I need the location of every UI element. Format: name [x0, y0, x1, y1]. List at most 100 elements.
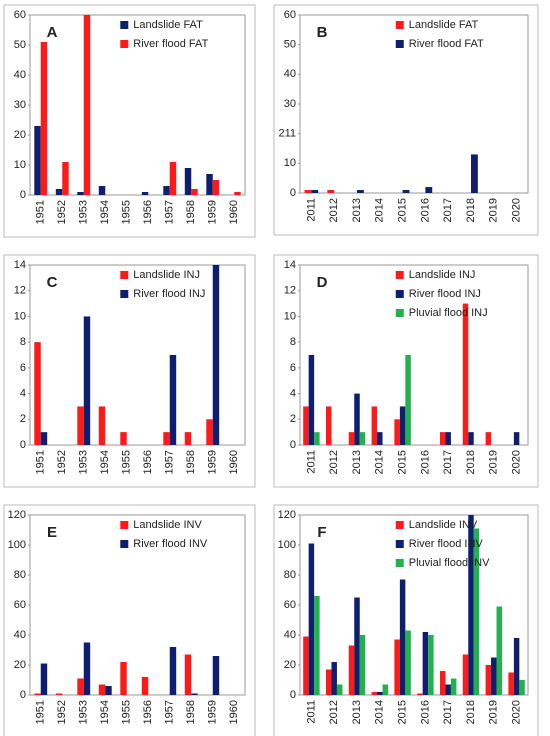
bar	[357, 190, 364, 193]
y-tick-label: 2	[290, 413, 296, 425]
legend-label: River flood FAT	[409, 38, 484, 50]
legend-label: Pluvial flood INJ	[409, 307, 488, 319]
y-tick-label: 30	[14, 99, 26, 111]
bar	[169, 355, 177, 445]
bar	[325, 669, 332, 695]
y-tick-label: 12	[14, 285, 26, 297]
legend-swatch	[120, 21, 129, 29]
panel-label: B	[317, 24, 328, 41]
x-tick-label: 2011	[305, 198, 317, 222]
panel-label: D	[317, 274, 328, 291]
y-tick-label: 20	[14, 129, 26, 141]
x-tick-label: 2011	[305, 450, 317, 474]
bar	[184, 654, 192, 695]
x-tick-label: 2019	[488, 198, 500, 222]
y-tick-label: 0	[20, 189, 26, 201]
legend-label: Landslide INV	[133, 519, 202, 531]
x-tick-label: 2012	[328, 450, 340, 474]
panel-label: F	[317, 524, 326, 541]
legend-swatch	[120, 521, 129, 529]
bar	[513, 638, 520, 695]
x-tick-label: 2020	[511, 450, 523, 474]
bar	[62, 162, 69, 195]
bar	[399, 579, 406, 695]
x-tick-label: 2014	[374, 198, 386, 222]
x-tick-label: 1958	[185, 200, 197, 224]
y-tick-label: 8	[290, 336, 296, 348]
bar	[462, 654, 469, 695]
y-tick-label: 120	[278, 509, 296, 521]
bar	[83, 642, 91, 695]
bar	[348, 645, 355, 695]
bar	[163, 432, 170, 445]
bar	[98, 186, 106, 195]
bar	[77, 192, 84, 195]
panel-frame	[3, 504, 256, 736]
bar	[513, 432, 520, 445]
panel-frame	[3, 4, 256, 238]
bar	[468, 515, 474, 695]
legend-label: Landslide FAT	[133, 19, 203, 31]
y-tick-label: 0	[290, 689, 296, 701]
bar	[348, 432, 355, 445]
y-tick-label: 10	[14, 310, 26, 322]
x-tick-label: 1951	[35, 450, 47, 474]
y-tick-label: 12	[284, 285, 296, 297]
x-tick-label: 1952	[56, 200, 68, 224]
bar	[422, 632, 429, 695]
legend-swatch	[395, 559, 404, 567]
y-tick-label: 14	[14, 259, 26, 271]
bar	[163, 186, 170, 195]
bar	[485, 432, 492, 445]
bar	[169, 647, 177, 695]
bar	[212, 265, 220, 445]
y-tick-label: 0	[20, 439, 26, 451]
x-tick-label: 2015	[397, 700, 409, 724]
bar	[141, 192, 149, 195]
legend-swatch	[120, 40, 129, 48]
y-tick-label: 60	[284, 9, 296, 21]
bar	[303, 636, 309, 695]
y-tick-label: 120	[8, 509, 26, 521]
legend-swatch	[395, 40, 404, 48]
legend-swatch	[395, 309, 404, 317]
x-tick-label: 1956	[142, 700, 154, 724]
bar	[405, 630, 411, 695]
bar	[471, 154, 478, 193]
x-tick-label: 1954	[99, 200, 111, 224]
panel-label: E	[47, 524, 57, 541]
y-tick-label: 10	[284, 310, 296, 322]
legend-swatch	[395, 521, 404, 529]
bar	[212, 656, 220, 695]
legend-label: River flood INV	[133, 538, 208, 550]
panel-label: A	[47, 24, 58, 41]
legend-swatch	[395, 540, 404, 548]
legend-label: Landslide INV	[409, 519, 478, 531]
bar	[55, 693, 63, 695]
bar	[399, 406, 406, 445]
legend-label: River flood INJ	[133, 288, 205, 300]
x-tick-label: 1959	[207, 200, 219, 224]
x-tick-label: 2013	[351, 198, 363, 222]
bar	[184, 432, 192, 445]
x-tick-label: 1953	[78, 200, 90, 224]
x-tick-label: 1959	[207, 700, 219, 724]
x-tick-label: 1960	[228, 200, 240, 224]
x-tick-label: 2011	[305, 700, 317, 724]
y-tick-label: 40	[284, 68, 296, 80]
x-tick-label: 2020	[511, 198, 523, 222]
bar	[40, 432, 48, 445]
bar	[394, 419, 400, 445]
bar	[439, 432, 446, 445]
bar	[191, 693, 198, 695]
bar	[327, 190, 335, 193]
y-tick-label: 6	[290, 362, 296, 374]
bar	[311, 190, 319, 193]
bar	[34, 342, 41, 445]
y-tick-label: 0	[290, 439, 296, 451]
bar	[169, 162, 177, 195]
bar	[417, 693, 423, 695]
x-tick-label: 1954	[99, 450, 111, 474]
y-tick-label: 20	[284, 659, 296, 671]
x-tick-label: 2018	[465, 450, 477, 474]
